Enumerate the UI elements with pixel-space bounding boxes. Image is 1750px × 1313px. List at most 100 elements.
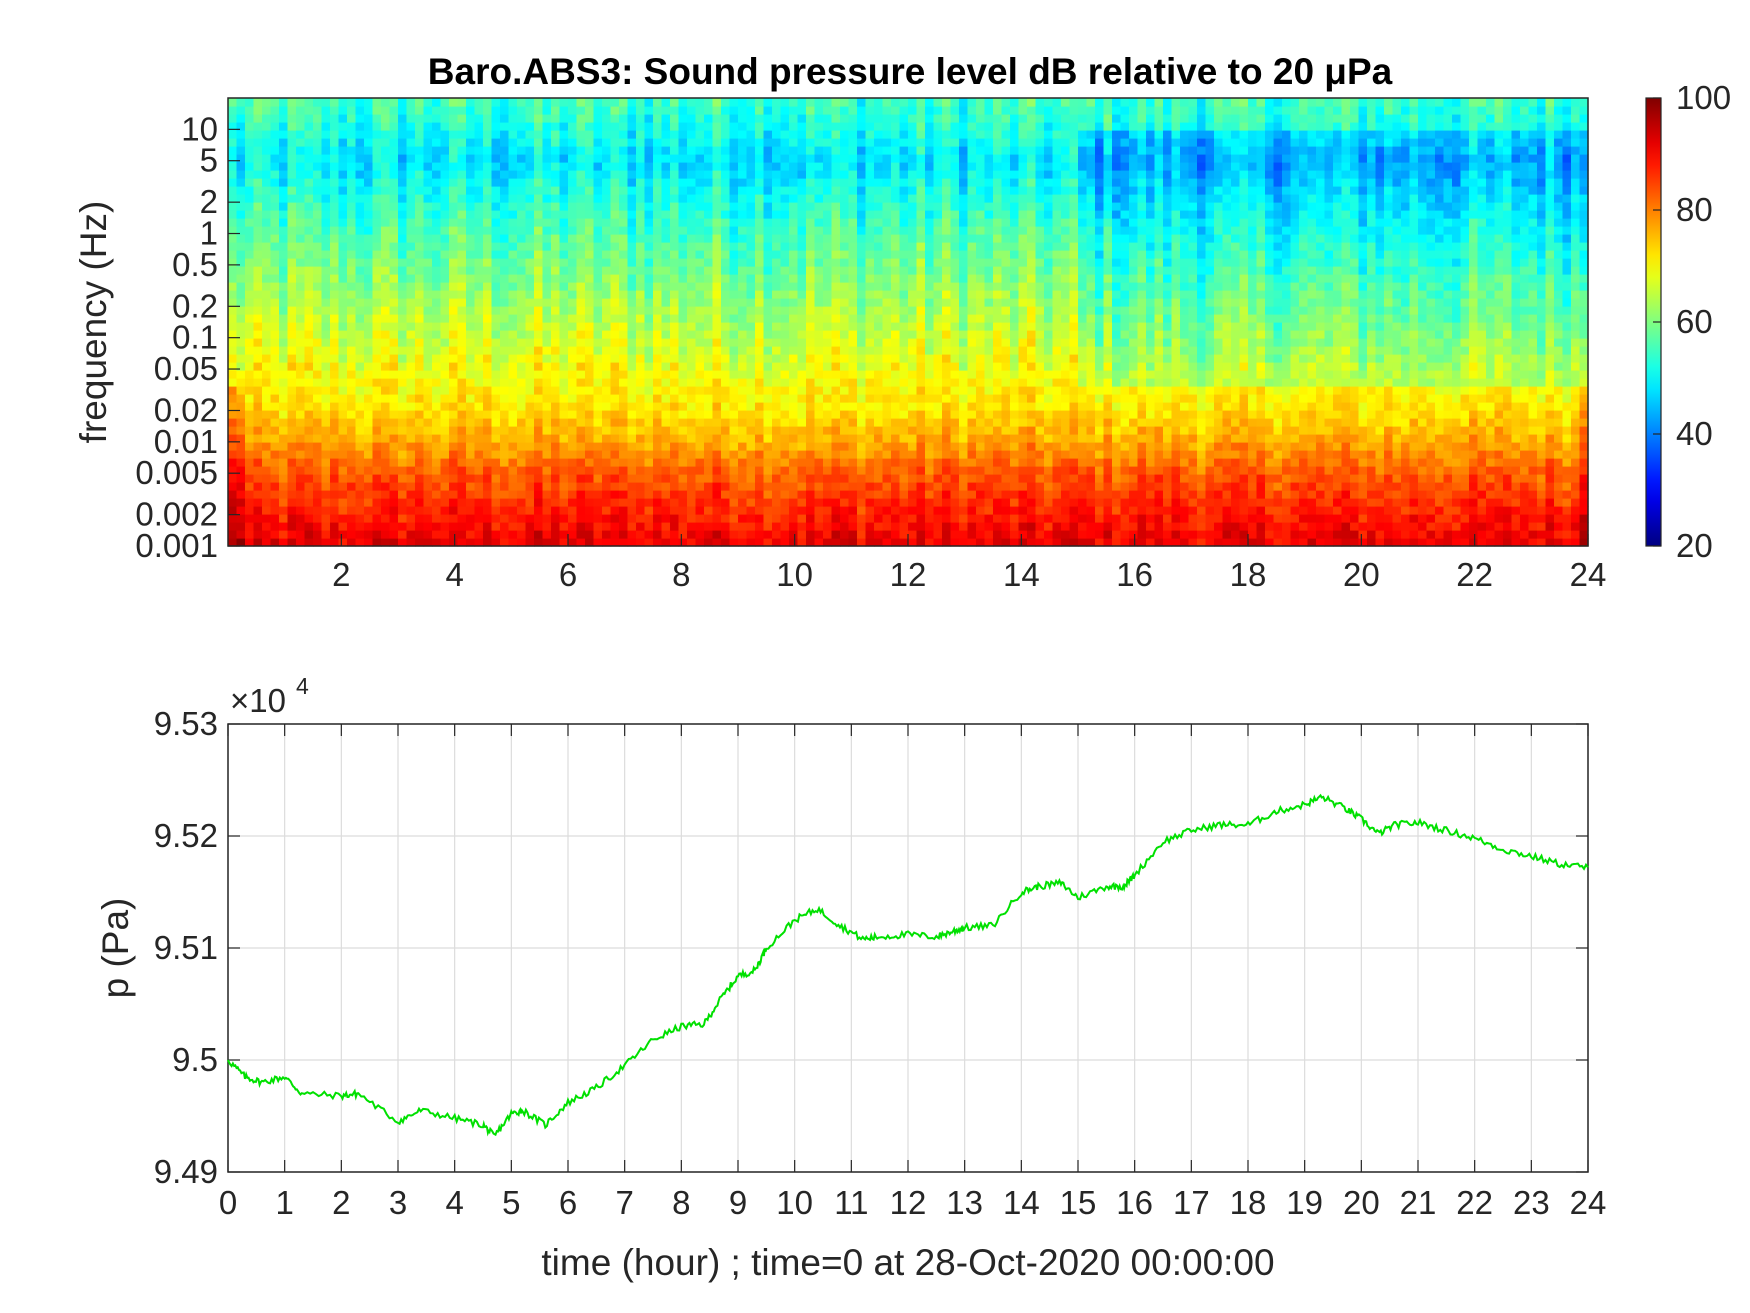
- heatmap-cell: [236, 394, 246, 403]
- heatmap-cell: [355, 514, 365, 523]
- heatmap-cell: [814, 290, 824, 299]
- heatmap-cell: [882, 306, 892, 315]
- heatmap-cell: [840, 258, 850, 267]
- heatmap-cell: [814, 498, 824, 507]
- heatmap-cell: [704, 514, 714, 523]
- heatmap-cell: [534, 466, 544, 475]
- heatmap-cell: [321, 306, 331, 315]
- heatmap-cell: [517, 506, 527, 515]
- heatmap-cell: [372, 202, 382, 211]
- heatmap-cell: [908, 234, 918, 243]
- heatmap-cell: [823, 338, 833, 347]
- heatmap-cell: [517, 186, 527, 195]
- heatmap-cell: [279, 370, 289, 379]
- heatmap-cell: [449, 234, 459, 243]
- heatmap-cell: [678, 130, 688, 139]
- heatmap-cell: [372, 330, 382, 339]
- heatmap-cell: [797, 362, 807, 371]
- heatmap-cell: [559, 498, 569, 507]
- heatmap-cell: [712, 298, 722, 307]
- heatmap-cell: [466, 458, 476, 467]
- heatmap-cell: [262, 338, 272, 347]
- heatmap-cell: [916, 106, 926, 115]
- heatmap-cell: [534, 250, 544, 259]
- heatmap-cell: [262, 514, 272, 523]
- heatmap-cell: [457, 322, 467, 331]
- heatmap-cell: [950, 234, 960, 243]
- heatmap-cell: [525, 290, 535, 299]
- heatmap-cell: [925, 170, 935, 179]
- heatmap-cell: [746, 394, 756, 403]
- heatmap-cell: [755, 338, 765, 347]
- heatmap-cell: [270, 202, 280, 211]
- heatmap-cell: [891, 178, 901, 187]
- heatmap-cell: [253, 426, 263, 435]
- heatmap-cell: [627, 250, 637, 259]
- heatmap-cell: [729, 186, 739, 195]
- heatmap-cell: [729, 250, 739, 259]
- heatmap-cell: [534, 202, 544, 211]
- heatmap-cell: [627, 154, 637, 163]
- heatmap-cell: [321, 162, 331, 171]
- heatmap-cell: [610, 506, 620, 515]
- heatmap-cell: [279, 306, 289, 315]
- heatmap-cell: [500, 178, 510, 187]
- heatmap-cell: [678, 146, 688, 155]
- heatmap-cell: [738, 338, 748, 347]
- heatmap-cell: [772, 394, 782, 403]
- heatmap-cell: [908, 202, 918, 211]
- heatmap-cell: [551, 538, 561, 547]
- heatmap-cell: [245, 450, 255, 459]
- heatmap-cell: [483, 130, 493, 139]
- heatmap-cell: [899, 162, 909, 171]
- heatmap-cell: [474, 234, 484, 243]
- heatmap-cell: [542, 322, 552, 331]
- heatmap-cell: [313, 362, 323, 371]
- heatmap-cell: [831, 202, 841, 211]
- heatmap-cell: [933, 146, 943, 155]
- heatmap-cell: [967, 466, 977, 475]
- heatmap-cell: [848, 322, 858, 331]
- heatmap-cell: [695, 290, 705, 299]
- heatmap-cell: [347, 538, 357, 547]
- heatmap-cell: [984, 474, 994, 483]
- heatmap-cell: [406, 482, 416, 491]
- heatmap-cell: [653, 474, 663, 483]
- heatmap-cell: [355, 146, 365, 155]
- heatmap-cell: [678, 522, 688, 531]
- heatmap-cell: [474, 362, 484, 371]
- heatmap-cell: [279, 394, 289, 403]
- heatmap-cell: [228, 434, 238, 443]
- heatmap-cell: [823, 234, 833, 243]
- heatmap-cell: [287, 122, 297, 131]
- heatmap-cell: [279, 218, 289, 227]
- heatmap-cell: [466, 202, 476, 211]
- heatmap-cell: [355, 122, 365, 131]
- heatmap-cell: [321, 434, 331, 443]
- heatmap-cell: [950, 298, 960, 307]
- heatmap-cell: [814, 218, 824, 227]
- heatmap-cell: [670, 178, 680, 187]
- heatmap-cell: [440, 514, 450, 523]
- heatmap-cell: [381, 170, 391, 179]
- heatmap-cell: [942, 306, 952, 315]
- heatmap-cell: [491, 98, 501, 107]
- heatmap-cell: [559, 314, 569, 323]
- heatmap-cell: [610, 266, 620, 275]
- heatmap-cell: [738, 538, 748, 547]
- heatmap-cell: [823, 146, 833, 155]
- heatmap-cell: [806, 354, 816, 363]
- heatmap-cell: [933, 154, 943, 163]
- heatmap-cell: [228, 386, 238, 395]
- heatmap-cell: [449, 282, 459, 291]
- heatmap-cell: [882, 522, 892, 531]
- heatmap-cell: [517, 402, 527, 411]
- heatmap-cell: [415, 426, 425, 435]
- heatmap-cell: [432, 354, 442, 363]
- heatmap-cell: [432, 538, 442, 547]
- heatmap-cell: [585, 298, 595, 307]
- heatmap-cell: [338, 346, 348, 355]
- heatmap-cell: [695, 282, 705, 291]
- heatmap-cell: [653, 306, 663, 315]
- heatmap-cell: [610, 410, 620, 419]
